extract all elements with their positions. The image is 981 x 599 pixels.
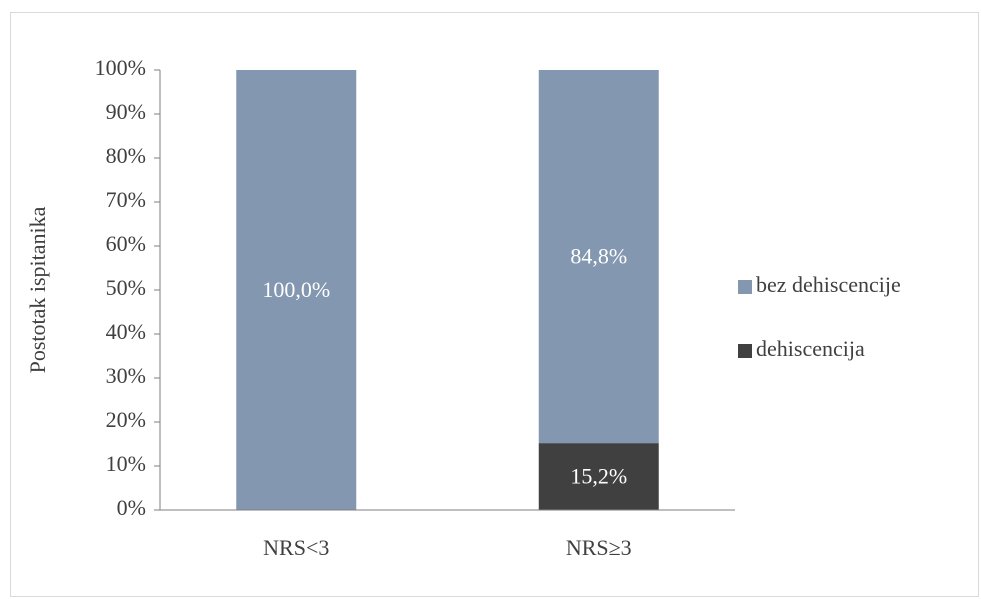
y-tick-label: 50% [106, 275, 146, 300]
x-tick-label: NRS<3 [263, 535, 329, 560]
legend-label: bez dehiscencije [756, 272, 901, 297]
value-label: 15,2% [570, 464, 627, 489]
y-tick-label: 10% [106, 451, 146, 476]
bar-segment [236, 70, 357, 510]
value-label: 100,0% [262, 277, 330, 302]
y-axis-title: Postotak ispitanika [25, 206, 50, 373]
bar-segment [538, 70, 659, 444]
y-tick-label: 60% [106, 231, 146, 256]
legend-swatch [738, 344, 752, 358]
y-tick-label: 20% [106, 407, 146, 432]
bar-segment [538, 443, 659, 510]
y-tick-label: 100% [95, 55, 146, 80]
y-tick-label: 30% [106, 363, 146, 388]
legend-label: dehiscencija [756, 336, 865, 361]
y-tick-label: 80% [106, 143, 146, 168]
y-tick-label: 90% [106, 99, 146, 124]
value-label: 84,8% [570, 244, 627, 269]
y-tick-label: 70% [106, 187, 146, 212]
x-tick-label: NRS≥3 [566, 535, 632, 560]
y-tick-label: 40% [106, 319, 146, 344]
legend-swatch [738, 280, 752, 294]
chart-border [10, 12, 979, 597]
y-tick-label: 0% [117, 495, 146, 520]
